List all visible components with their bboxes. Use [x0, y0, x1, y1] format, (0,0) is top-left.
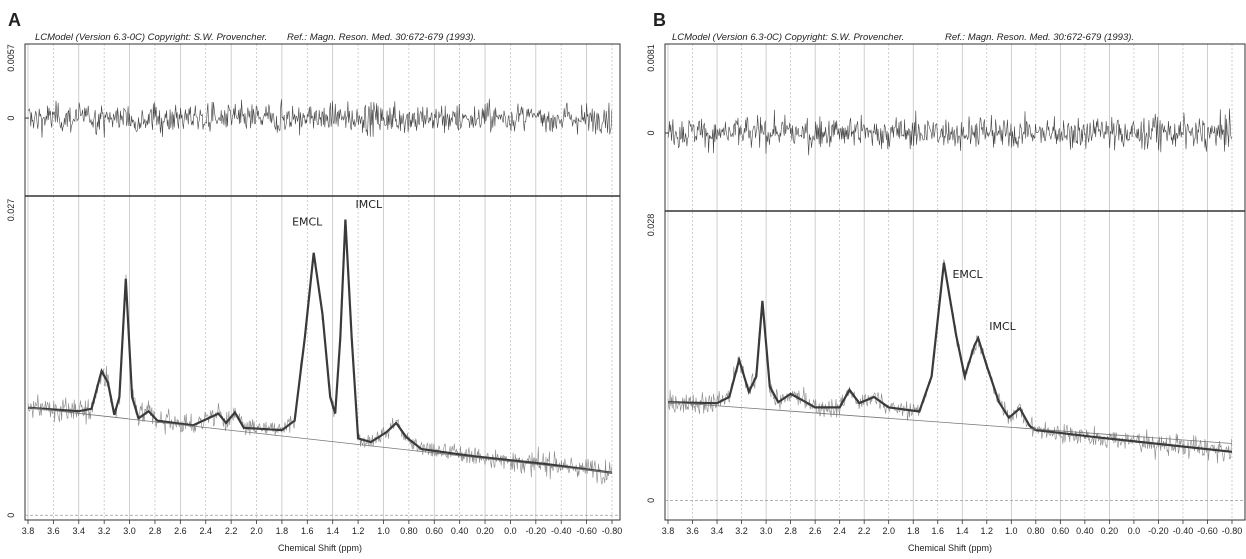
plot-frame [24, 43, 621, 521]
x-tick-label: 3.8 [22, 526, 35, 536]
x-tick-label: 0.20 [476, 526, 494, 536]
peak-annotation: IMCL [989, 320, 1016, 333]
x-tick-label: -0.20 [526, 526, 547, 536]
spectrum-noise-trace [27, 220, 613, 485]
baseline-line [667, 401, 1233, 444]
x-tick-label: 1.2 [981, 526, 994, 536]
x-tick-label: 2.8 [149, 526, 162, 536]
x-tick-label: 0.80 [1027, 526, 1045, 536]
peak-annotation: EMCL [292, 216, 323, 229]
x-tick-label: 1.0 [377, 526, 390, 536]
x-tick-label: 0.60 [425, 526, 443, 536]
baseline-line [27, 407, 613, 474]
x-tick-label: 0.40 [1076, 526, 1094, 536]
fit-line [27, 219, 613, 474]
x-tick-label: 3.4 [711, 526, 724, 536]
x-tick-label: 0.0 [1128, 526, 1141, 536]
y-tick-label: 0.027 [6, 199, 16, 222]
residual-noise-trace [27, 98, 613, 138]
x-tick-label: 2.4 [199, 526, 212, 536]
x-tick-label: 2.8 [784, 526, 797, 536]
plot-frame [664, 43, 1246, 521]
residual-y-tick-label: 0 [6, 116, 16, 121]
y-tick-label: 0 [6, 513, 16, 518]
spectrum-noise-trace [667, 258, 1232, 464]
peak-annotation: EMCL [952, 268, 983, 281]
x-tick-label: 3.0 [760, 526, 773, 536]
x-tick-label: -0.80 [1222, 526, 1243, 536]
x-tick-label: 1.0 [1005, 526, 1018, 536]
x-tick-label: -0.80 [602, 526, 623, 536]
panel-label: B [653, 10, 666, 30]
x-tick-label: -0.20 [1148, 526, 1169, 536]
x-tick-label: 0.20 [1101, 526, 1119, 536]
x-tick-label: 1.6 [931, 526, 944, 536]
x-tick-label: 1.6 [301, 526, 314, 536]
reference: Ref.: Magn. Reson. Med. 30:672-679 (1993… [945, 32, 1134, 43]
x-tick-label: 0.80 [400, 526, 418, 536]
x-tick-label: -0.40 [551, 526, 572, 536]
x-tick-label: 3.6 [686, 526, 699, 536]
residual-y-tick-label: 0 [646, 130, 656, 135]
y-tick-label: 0 [646, 498, 656, 503]
x-tick-label: 1.2 [352, 526, 365, 536]
x-axis-label: Chemical Shift (ppm) [278, 543, 362, 553]
x-tick-label: 2.0 [882, 526, 895, 536]
x-tick-label: 0.0 [504, 526, 517, 536]
residual-y-tick-label: 0.0081 [646, 44, 656, 72]
x-tick-label: -0.40 [1173, 526, 1194, 536]
x-tick-label: 2.6 [809, 526, 822, 536]
x-tick-label: 1.8 [276, 526, 289, 536]
header: LCModel (Version 6.3-0C) Copyright: S.W.… [35, 32, 267, 43]
x-tick-label: 2.6 [174, 526, 187, 536]
x-tick-label: 3.2 [735, 526, 748, 536]
x-tick-label: 3.8 [662, 526, 675, 536]
header: LCModel (Version 6.3-0C) Copyright: S.W.… [672, 32, 904, 43]
x-tick-label: 1.8 [907, 526, 920, 536]
residual-noise-trace [667, 108, 1232, 156]
x-tick-label: 1.4 [326, 526, 339, 536]
x-tick-label: 3.6 [47, 526, 60, 536]
x-tick-label: 1.4 [956, 526, 969, 536]
x-tick-label: 3.4 [73, 526, 86, 536]
x-tick-label: 2.0 [250, 526, 263, 536]
x-tick-label: 0.40 [451, 526, 469, 536]
peak-annotation: IMCL [356, 198, 383, 211]
x-tick-label: 3.2 [98, 526, 111, 536]
reference: Ref.: Magn. Reson. Med. 30:672-679 (1993… [287, 32, 476, 43]
x-tick-label: 2.2 [858, 526, 871, 536]
panel-label: A [8, 10, 21, 30]
x-tick-label: 2.2 [225, 526, 238, 536]
y-tick-label: 0.028 [646, 214, 656, 237]
residual-y-tick-label: 0.0057 [6, 44, 16, 72]
x-axis-label: Chemical Shift (ppm) [908, 543, 992, 553]
x-tick-label: -0.60 [576, 526, 597, 536]
fit-line [667, 262, 1233, 453]
x-tick-label: 0.60 [1052, 526, 1070, 536]
x-tick-label: 2.4 [833, 526, 846, 536]
x-tick-label: 3.0 [123, 526, 136, 536]
x-tick-label: -0.60 [1197, 526, 1218, 536]
